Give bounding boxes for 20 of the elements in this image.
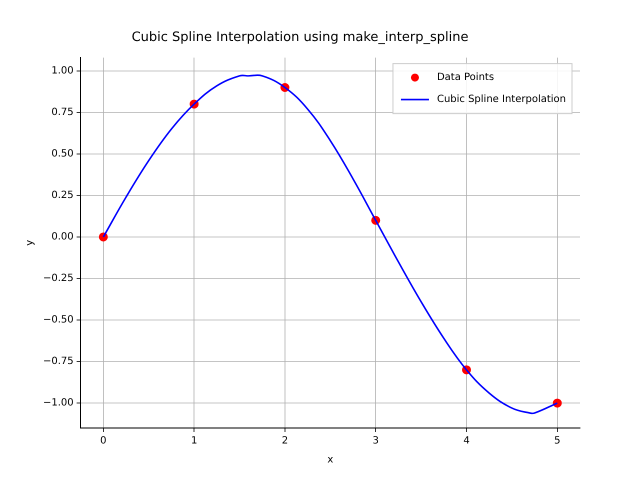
y-tick-label: −0.25 <box>42 273 74 284</box>
x-tick-label: 3 <box>372 436 379 447</box>
y-tick-label: 1.00 <box>51 65 74 76</box>
x-tick-label: 1 <box>190 436 198 447</box>
x-tick-label: 2 <box>282 436 288 447</box>
x-tick-label: 4 <box>463 436 470 447</box>
y-tick-label: −1.00 <box>42 398 74 409</box>
y-tick-label: 0.50 <box>51 148 74 160</box>
y-axis-title: y <box>24 240 36 246</box>
legend-label: Cubic Spline Interpolation <box>436 94 566 106</box>
y-tick-label: 0.25 <box>51 190 74 202</box>
y-tick-label: 0.00 <box>51 232 74 243</box>
x-axis-title: x <box>327 454 334 466</box>
legend-label: Data Points <box>436 72 494 84</box>
y-tick-label: −0.75 <box>42 356 74 368</box>
chart-title: Cubic Spline Interpolation using make_interp_spline <box>132 30 468 46</box>
x-tick-label: 5 <box>554 436 560 447</box>
x-tick-label: 0 <box>100 436 107 447</box>
y-tick-label: 0.75 <box>51 107 74 118</box>
y-tick-label: −0.50 <box>42 314 74 326</box>
